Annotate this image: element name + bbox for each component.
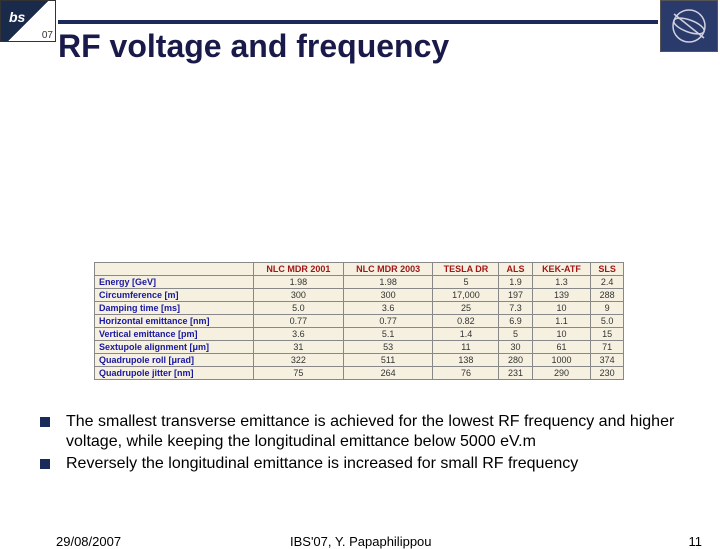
table-cell: 61 bbox=[532, 341, 591, 354]
table-cell: 5.0 bbox=[591, 315, 624, 328]
footer-center: IBS'07, Y. Papaphilippou bbox=[290, 534, 432, 549]
table-cell: 25 bbox=[433, 302, 499, 315]
table-cell: 0.77 bbox=[254, 315, 344, 328]
slide-title: RF voltage and frequency bbox=[58, 28, 449, 65]
table-cell: 374 bbox=[591, 354, 624, 367]
bullet-text: The smallest transverse emittance is ach… bbox=[66, 412, 700, 452]
table-row: Energy [GeV]1.981.9851.91.32.4 bbox=[95, 276, 624, 289]
table-cell: 6.9 bbox=[499, 315, 532, 328]
row-label: Energy [GeV] bbox=[95, 276, 254, 289]
table-cell: 5 bbox=[433, 276, 499, 289]
cern-logo bbox=[660, 0, 718, 52]
table-cell: 5.1 bbox=[343, 328, 433, 341]
table-cell: 3.6 bbox=[254, 328, 344, 341]
table-cell: 138 bbox=[433, 354, 499, 367]
parameters-table: NLC MDR 2001NLC MDR 2003TESLA DRALSKEK-A… bbox=[94, 262, 624, 380]
bullet-item: Reversely the longitudinal emittance is … bbox=[40, 454, 700, 474]
table-cell: 5.0 bbox=[254, 302, 344, 315]
table-cell: 15 bbox=[591, 328, 624, 341]
table-cell: 1.1 bbox=[532, 315, 591, 328]
table-cell: 0.77 bbox=[343, 315, 433, 328]
footer-page: 11 bbox=[689, 534, 703, 549]
row-label: Quadrupole roll [μrad] bbox=[95, 354, 254, 367]
table-cell: 280 bbox=[499, 354, 532, 367]
table-cell: 1.98 bbox=[343, 276, 433, 289]
table-header bbox=[95, 263, 254, 276]
row-label: Vertical emittance [pm] bbox=[95, 328, 254, 341]
row-label: Horizontal emittance [nm] bbox=[95, 315, 254, 328]
table-cell: 1.9 bbox=[499, 276, 532, 289]
table-cell: 2.4 bbox=[591, 276, 624, 289]
table-cell: 1.98 bbox=[254, 276, 344, 289]
table-row: Circumference [m]30030017,000197139288 bbox=[95, 289, 624, 302]
table-row: Quadrupole jitter [nm]7526476231290230 bbox=[95, 367, 624, 380]
table-cell: 1.4 bbox=[433, 328, 499, 341]
table-cell: 10 bbox=[532, 328, 591, 341]
table-row: Quadrupole roll [μrad]322511138280100037… bbox=[95, 354, 624, 367]
row-label: Circumference [m] bbox=[95, 289, 254, 302]
row-label: Sextupole alignment [μm] bbox=[95, 341, 254, 354]
table-cell: 288 bbox=[591, 289, 624, 302]
table-cell: 1.3 bbox=[532, 276, 591, 289]
table-cell: 31 bbox=[254, 341, 344, 354]
table-cell: 290 bbox=[532, 367, 591, 380]
table-row: Horizontal emittance [nm]0.770.770.826.9… bbox=[95, 315, 624, 328]
bullet-item: The smallest transverse emittance is ach… bbox=[40, 412, 700, 452]
table-cell: 1000 bbox=[532, 354, 591, 367]
table-cell: 7.3 bbox=[499, 302, 532, 315]
table-cell: 5 bbox=[499, 328, 532, 341]
table-cell: 230 bbox=[591, 367, 624, 380]
header-divider bbox=[58, 20, 658, 24]
table-cell: 71 bbox=[591, 341, 624, 354]
bullet-marker-icon bbox=[40, 459, 50, 469]
footer-date: 29/08/2007 bbox=[56, 534, 121, 549]
table-header: ALS bbox=[499, 263, 532, 276]
table-cell: 30 bbox=[499, 341, 532, 354]
table-cell: 10 bbox=[532, 302, 591, 315]
table-header: KEK-ATF bbox=[532, 263, 591, 276]
table-cell: 322 bbox=[254, 354, 344, 367]
row-label: Damping time [ms] bbox=[95, 302, 254, 315]
table-cell: 231 bbox=[499, 367, 532, 380]
table-cell: 300 bbox=[343, 289, 433, 302]
table-cell: 75 bbox=[254, 367, 344, 380]
table-cell: 76 bbox=[433, 367, 499, 380]
bullet-list: The smallest transverse emittance is ach… bbox=[40, 412, 700, 476]
table-row: Sextupole alignment [μm]315311306171 bbox=[95, 341, 624, 354]
table-cell: 197 bbox=[499, 289, 532, 302]
table-header: NLC MDR 2003 bbox=[343, 263, 433, 276]
table-cell: 9 bbox=[591, 302, 624, 315]
table-row: Vertical emittance [pm]3.65.11.451015 bbox=[95, 328, 624, 341]
table-cell: 0.82 bbox=[433, 315, 499, 328]
table-cell: 17,000 bbox=[433, 289, 499, 302]
table-cell: 53 bbox=[343, 341, 433, 354]
table-cell: 264 bbox=[343, 367, 433, 380]
table-header: NLC MDR 2001 bbox=[254, 263, 344, 276]
table-cell: 11 bbox=[433, 341, 499, 354]
table-cell: 3.6 bbox=[343, 302, 433, 315]
bullet-marker-icon bbox=[40, 417, 50, 427]
row-label: Quadrupole jitter [nm] bbox=[95, 367, 254, 380]
ibs-logo bbox=[0, 0, 56, 42]
table-header: TESLA DR bbox=[433, 263, 499, 276]
table-cell: 511 bbox=[343, 354, 433, 367]
table-header: SLS bbox=[591, 263, 624, 276]
bullet-text: Reversely the longitudinal emittance is … bbox=[66, 454, 578, 474]
table-cell: 300 bbox=[254, 289, 344, 302]
table-row: Damping time [ms]5.03.6257.3109 bbox=[95, 302, 624, 315]
table-cell: 139 bbox=[532, 289, 591, 302]
